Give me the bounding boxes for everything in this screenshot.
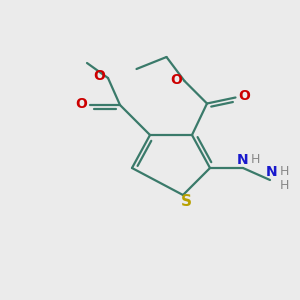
Text: O: O xyxy=(76,97,88,110)
Text: O: O xyxy=(94,69,106,83)
Text: H: H xyxy=(280,165,289,178)
Text: O: O xyxy=(170,73,182,86)
Text: N: N xyxy=(266,165,277,178)
Text: N: N xyxy=(237,153,249,166)
Text: H: H xyxy=(280,179,289,192)
Text: H: H xyxy=(251,153,260,166)
Text: S: S xyxy=(181,194,191,209)
Text: O: O xyxy=(238,89,250,103)
